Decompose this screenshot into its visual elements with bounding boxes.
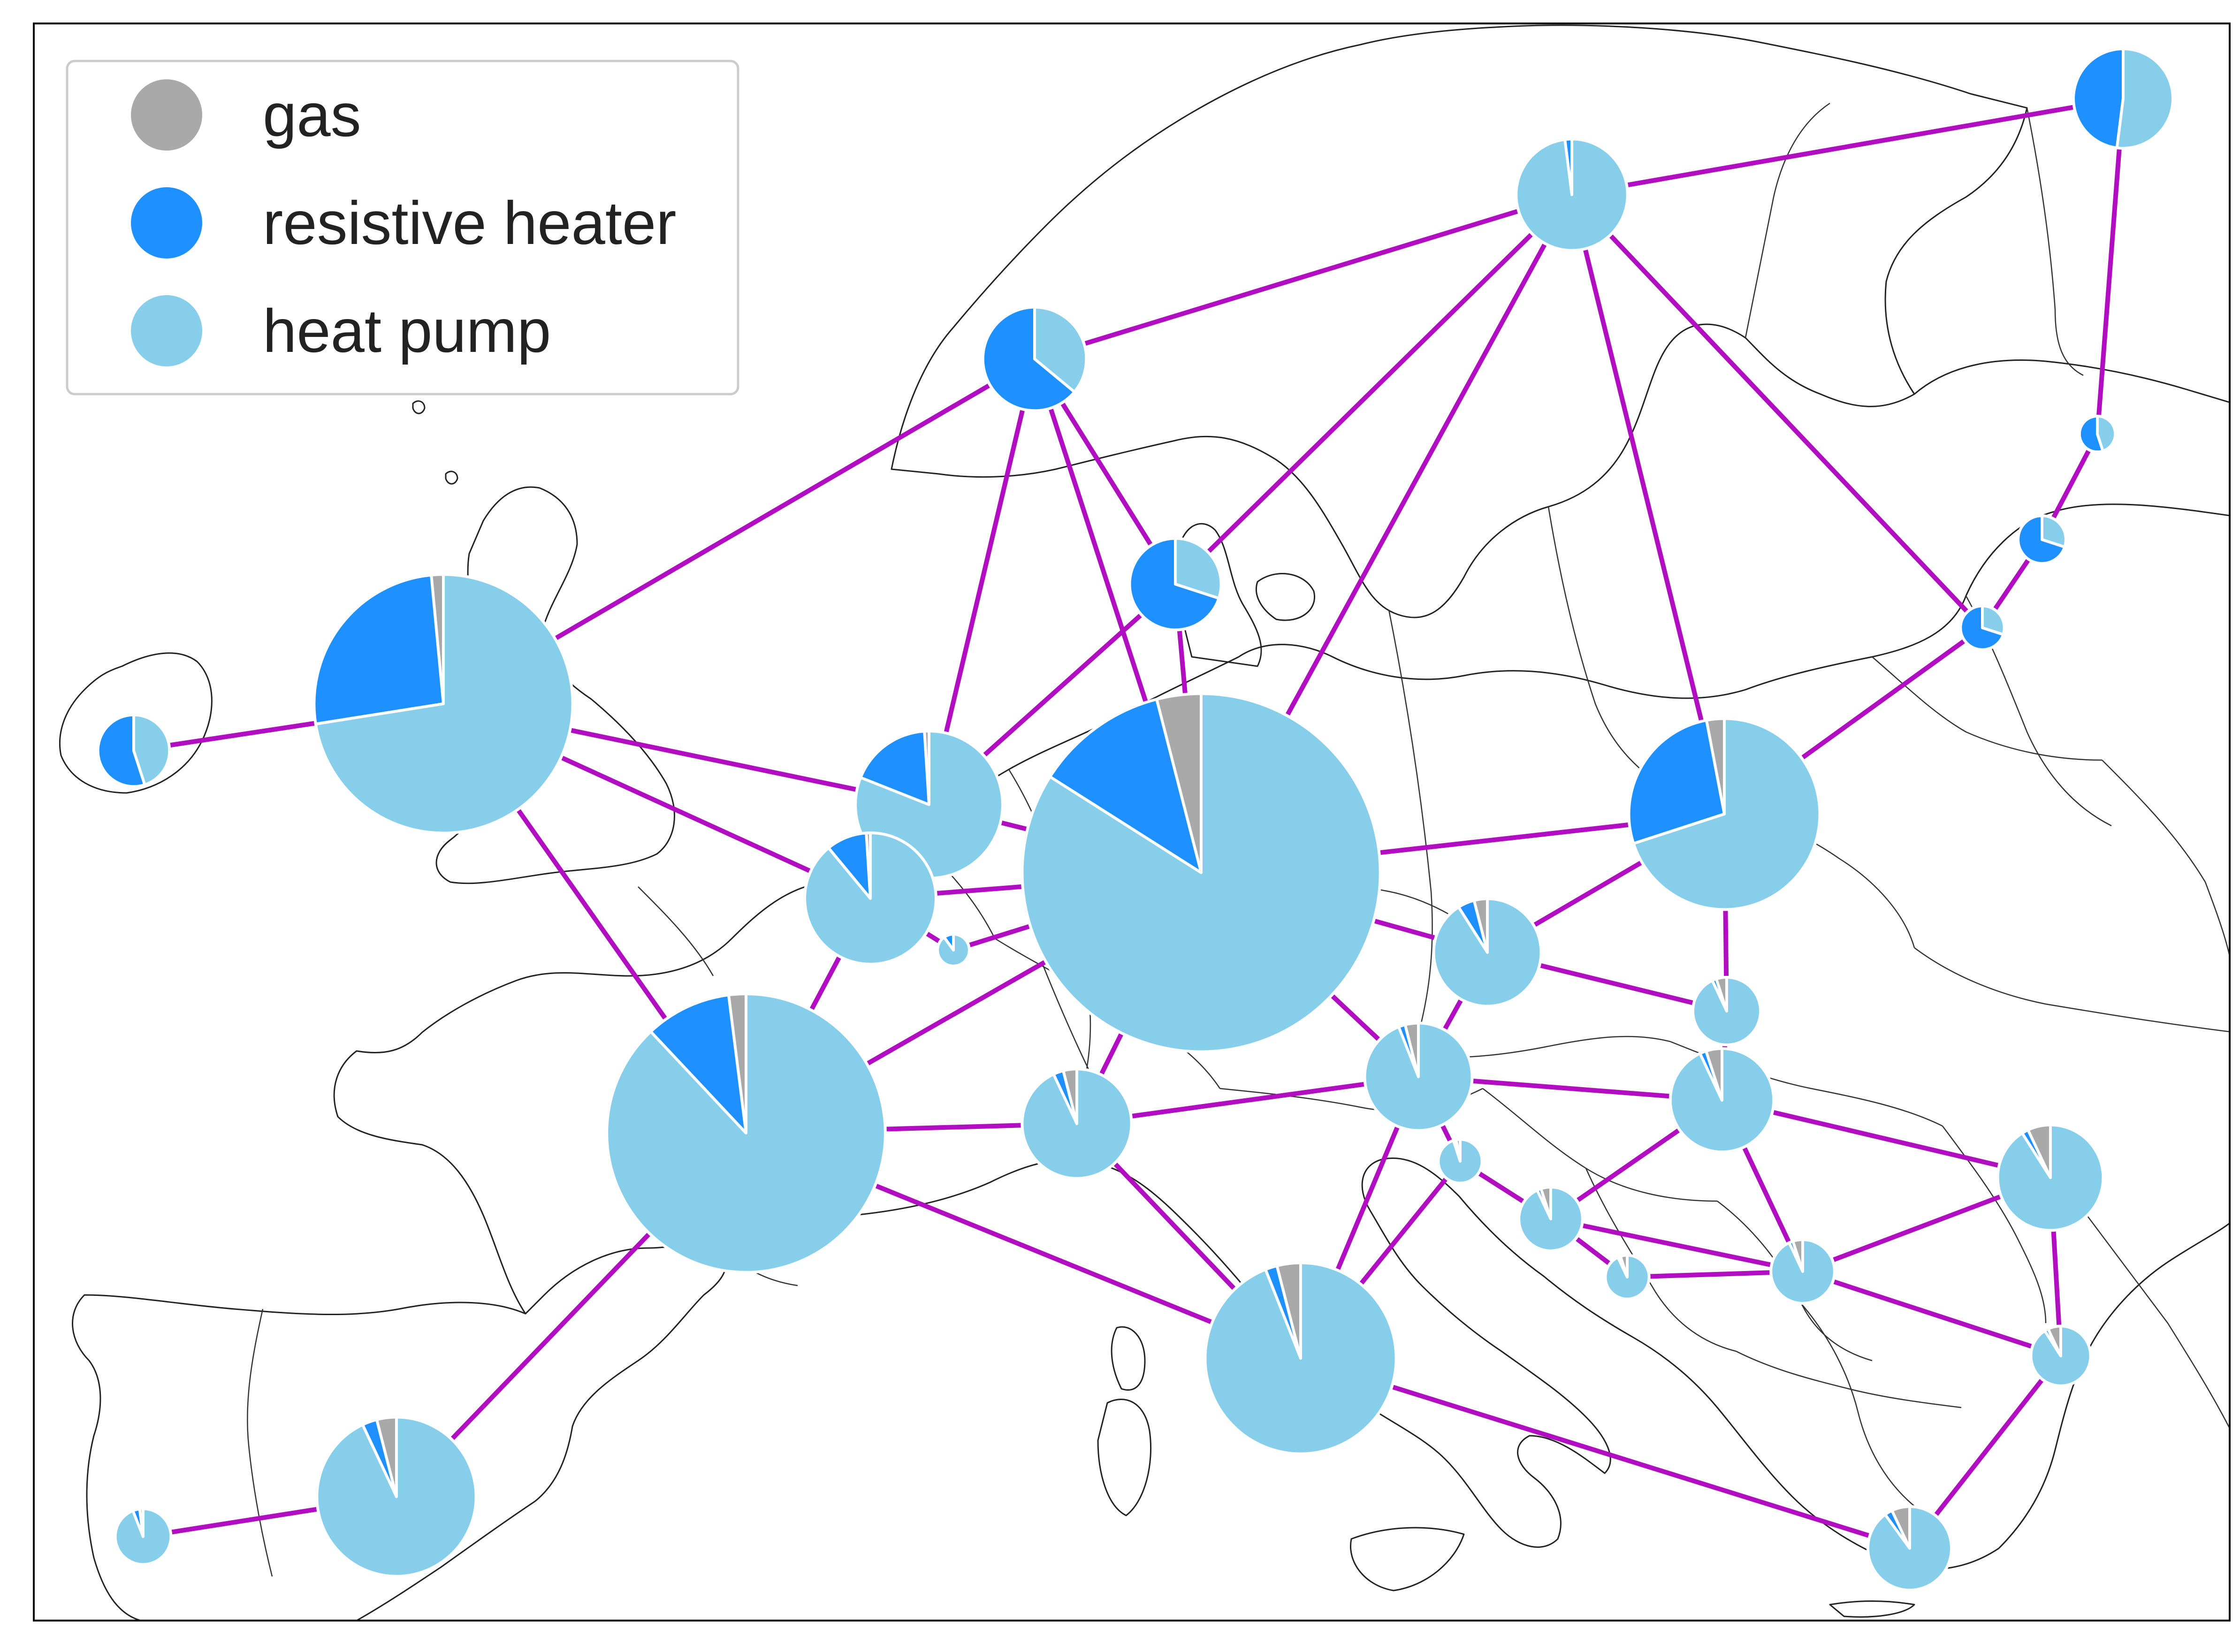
pie-gr-slice-heat-pump <box>1866 1505 1953 1592</box>
pie-it-slice-heat-pump <box>1204 1261 1398 1455</box>
pie-hr-slice-heat-pump <box>1517 1186 1584 1252</box>
pie-hu-slice-heat-pump <box>1669 1047 1775 1154</box>
coastline-black-sea <box>1998 1222 2230 1549</box>
pie-fr-slice-heat-pump <box>605 992 887 1274</box>
legend: gas resistive heater heat pump <box>66 60 739 396</box>
link-se-fi <box>1570 96 2126 197</box>
pie-se-slice-heat-pump <box>1515 137 1629 252</box>
pie-lv <box>2017 514 2067 565</box>
pie-sk-slice-heat-pump <box>1691 975 1762 1047</box>
pie-ro <box>1996 1123 2105 1232</box>
pie-ee-slice-heat-pump <box>2096 414 2117 453</box>
pie-ch-slice-heat-pump <box>1021 1067 1133 1180</box>
legend-swatch-resistive-heater <box>131 187 202 259</box>
pie-fr-slice-resistive-heater <box>649 993 747 1134</box>
legend-swatch-gas <box>131 79 202 151</box>
pie-bg-slice-heat-pump <box>2029 1325 2092 1387</box>
pie-ch <box>1021 1067 1133 1180</box>
pie-hr <box>1517 1186 1584 1252</box>
pie-be <box>803 831 937 966</box>
pie-ro-slice-heat-pump <box>1996 1123 2105 1232</box>
pie-cz <box>1432 897 1543 1008</box>
pie-no-slice-heat-pump <box>1033 305 1088 394</box>
link-hu-ro <box>1720 1098 2053 1180</box>
coastline-finland <box>1914 359 2230 403</box>
pie-gb <box>312 573 574 835</box>
coastline-crete <box>1829 1600 1915 1618</box>
pie-ee <box>2078 414 2117 454</box>
pie-fi <box>2072 47 2174 150</box>
pie-ie-slice-heat-pump <box>132 713 171 786</box>
pie-dk <box>1128 537 1223 632</box>
link-it-gr <box>1298 1356 1912 1551</box>
pie-pl-slice-heat-pump <box>1632 717 1821 911</box>
pie-ie <box>96 713 171 788</box>
pie-hu <box>1669 1047 1775 1154</box>
pie-se <box>1515 137 1629 252</box>
coastline-med-france-italy <box>722 1157 1999 1570</box>
pie-nl-slice-resistive-heater <box>859 730 930 806</box>
pie-rs-slice-heat-pump <box>1769 1238 1836 1305</box>
legend-label-heat-pump: heat pump <box>263 297 551 365</box>
link-hr-rs <box>1548 1217 1805 1274</box>
pie-it <box>1204 1261 1398 1455</box>
pie-cz-slice-heat-pump <box>1432 897 1543 1008</box>
pie-gb-slice-resistive-heater <box>312 573 445 726</box>
pie-gr <box>1866 1505 1953 1592</box>
pie-at-slice-heat-pump <box>1363 1021 1474 1132</box>
pie-rs <box>1769 1238 1836 1305</box>
pie-fr <box>605 992 887 1274</box>
coastline-corsica <box>1111 1326 1146 1391</box>
link-at-ch <box>1074 1074 1421 1126</box>
link-no-se <box>1032 192 1574 361</box>
pie-lu <box>936 933 971 967</box>
map-frame <box>33 23 2231 1622</box>
pie-es-slice-heat-pump <box>315 1416 478 1578</box>
legend-swatch-heat-pump <box>131 295 202 366</box>
pie-si-slice-heat-pump <box>1437 1138 1484 1185</box>
coastline-iberia <box>72 1243 727 1621</box>
pie-si <box>1437 1138 1484 1185</box>
legend-label-resistive-heater: resistive heater <box>263 189 677 257</box>
pie-no-slice-resistive-heater <box>981 305 1076 412</box>
pie-fi-slice-heat-pump <box>2115 47 2174 150</box>
legend-box <box>66 60 739 396</box>
pie-ba-slice-heat-pump <box>1604 1254 1651 1301</box>
pie-pl-slice-resistive-heater <box>1627 719 1726 845</box>
link-fi-ee <box>2095 96 2126 436</box>
coastline-sardinia <box>1097 1399 1151 1516</box>
pie-lu-slice-heat-pump <box>936 933 971 967</box>
pie-sk <box>1691 975 1762 1047</box>
pie-no <box>981 305 1088 412</box>
pie-gb-slice-heat-pump <box>314 573 574 835</box>
pie-fi-slice-resistive-heater <box>2072 47 2125 150</box>
link-no-nl <box>927 357 1037 807</box>
coastline-sicily <box>1350 1527 1465 1591</box>
coastline-ireland <box>59 652 213 794</box>
pie-bg <box>2029 1325 2092 1387</box>
pie-pt <box>114 1507 173 1566</box>
link-se-pl <box>1570 192 1727 816</box>
pie-at <box>1363 1021 1474 1132</box>
pie-de-slice-heat-pump <box>1021 692 1382 1053</box>
pie-pt-slice-heat-pump <box>114 1507 173 1566</box>
pie-es <box>315 1416 478 1578</box>
link-se-dk <box>1173 192 1574 586</box>
pie-lv-slice-heat-pump <box>2041 514 2067 548</box>
legend-label-gas: gas <box>263 81 361 149</box>
pie-lt <box>1959 604 2006 651</box>
link-rs-bg <box>1800 1269 2063 1358</box>
pie-be-slice-heat-pump <box>803 831 937 966</box>
pie-ba <box>1604 1254 1651 1301</box>
pie-lt-slice-heat-pump <box>1981 604 2006 636</box>
pie-de-slice-resistive-heater <box>1048 698 1203 874</box>
pie-de <box>1021 692 1382 1053</box>
coastline-iceland-faroe <box>412 400 458 485</box>
pie-markers <box>96 47 2174 1592</box>
pie-pl <box>1627 717 1821 911</box>
pie-dk-slice-heat-pump <box>1174 537 1223 600</box>
link-se-lt <box>1570 192 1985 630</box>
